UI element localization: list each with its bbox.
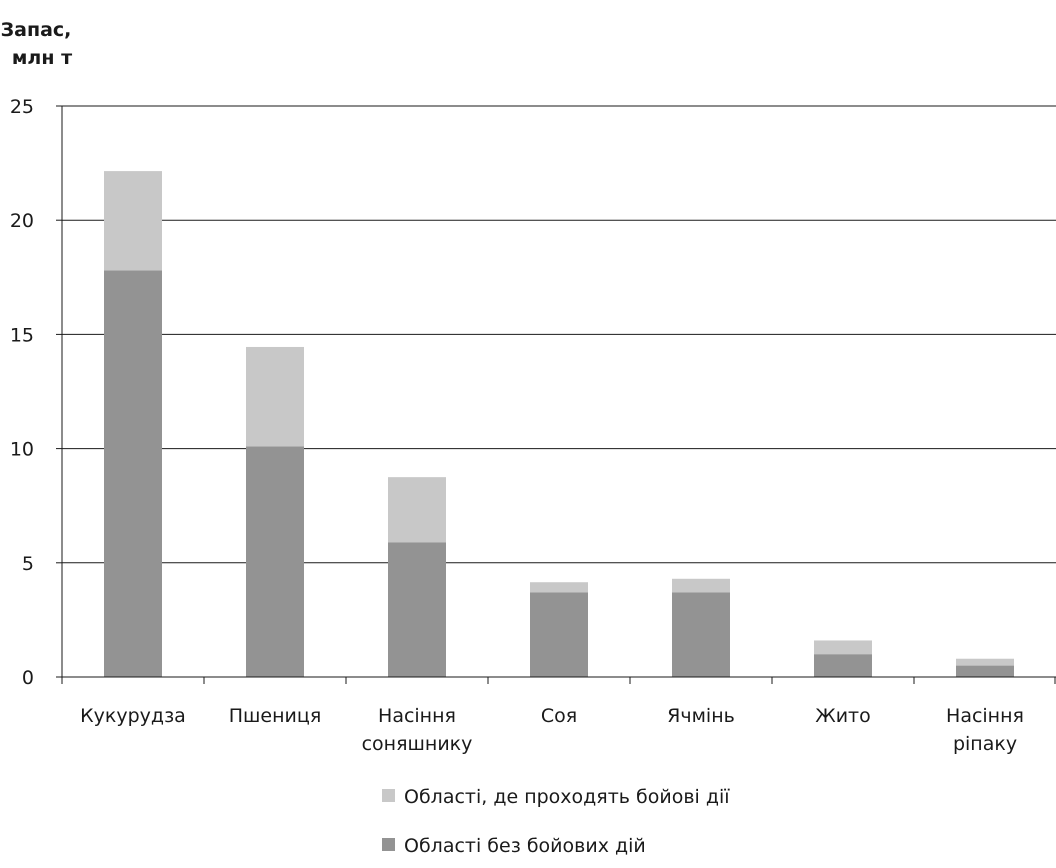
x-category-label-line: Кукурудза bbox=[80, 705, 186, 727]
x-category-label: Соя bbox=[541, 705, 577, 727]
x-category-label-line: Соя bbox=[541, 705, 577, 727]
bar-segment bbox=[388, 477, 446, 543]
y-tick-label: 5 bbox=[22, 553, 34, 575]
x-category-label: Жито bbox=[815, 705, 871, 727]
y-tick-label: 15 bbox=[10, 324, 34, 346]
bar-segment bbox=[388, 542, 446, 677]
bar-segment bbox=[672, 578, 730, 593]
bar-segment bbox=[104, 270, 162, 677]
x-category-label-line: Пшениця bbox=[229, 705, 322, 727]
x-category-label: Пшениця bbox=[229, 705, 322, 727]
y-axis-label-line: млн т bbox=[12, 47, 72, 69]
bar-segment bbox=[956, 658, 1014, 666]
x-category-label-line: ріпаку bbox=[953, 733, 1017, 755]
x-category-label-line: Насіння bbox=[946, 705, 1024, 727]
x-category-label: Ячмінь bbox=[667, 705, 735, 727]
bar-segment bbox=[814, 654, 872, 677]
x-category-label-line: соняшнику bbox=[362, 733, 473, 755]
bar-segment bbox=[246, 346, 304, 447]
x-category-label: Кукурудза bbox=[80, 705, 186, 727]
bar-segment bbox=[246, 446, 304, 677]
bar-segment bbox=[104, 171, 162, 271]
legend-label: Області без бойових дій bbox=[404, 835, 646, 857]
bar-segment bbox=[814, 640, 872, 655]
y-axis-label: Запас, млн т bbox=[1, 19, 72, 69]
y-tick-label: 20 bbox=[10, 210, 34, 232]
bar-segment bbox=[672, 592, 730, 677]
x-category-label-line: Насіння bbox=[378, 705, 456, 727]
x-category-label-line: Ячмінь bbox=[667, 705, 735, 727]
bar-segment bbox=[530, 582, 588, 593]
legend-label: Області, де проходять бойові дії bbox=[404, 786, 730, 808]
y-tick-label: 10 bbox=[10, 439, 34, 461]
legend-swatch bbox=[382, 789, 395, 802]
legend-swatch bbox=[382, 838, 395, 851]
bar-segment bbox=[530, 592, 588, 677]
y-axis-label-line: Запас, bbox=[1, 19, 72, 41]
x-category-label: Насіння ріпаку bbox=[946, 705, 1024, 755]
y-tick-label: 0 bbox=[22, 667, 34, 689]
y-tick-label: 25 bbox=[10, 96, 34, 118]
x-category-label: Насіння соняшнику bbox=[362, 705, 473, 755]
x-category-label-line: Жито bbox=[815, 705, 871, 727]
bar-segment bbox=[956, 665, 1014, 677]
